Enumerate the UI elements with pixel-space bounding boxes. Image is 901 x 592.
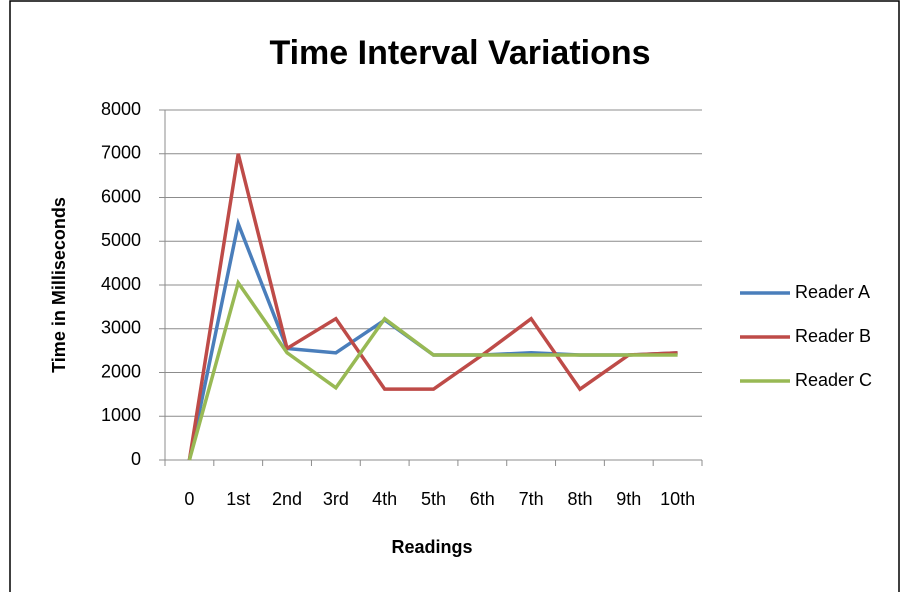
x-tick-label: 7th [519, 489, 544, 509]
x-axis-label: Readings [391, 537, 472, 557]
chart-title: Time Interval Variations [269, 34, 650, 72]
y-tick-label: 2000 [101, 361, 141, 381]
x-tick-label: 0 [184, 489, 194, 509]
y-tick-label: 6000 [101, 186, 141, 206]
series-line [187, 153, 678, 461]
x-tick-label: 2nd [272, 489, 302, 509]
x-tick-label: 4th [372, 489, 397, 509]
series-line [187, 278, 678, 461]
x-tick-label: 10th [660, 489, 695, 509]
y-tick-label: 7000 [101, 143, 141, 163]
chart-frame [9, 0, 900, 592]
legend-label: Reader A [795, 282, 870, 302]
legend-label: Reader B [795, 326, 871, 346]
y-tick-label: 0 [131, 449, 141, 469]
x-tick-label: 9th [616, 489, 641, 509]
legend-label: Reader C [795, 370, 872, 390]
y-tick-label: 1000 [101, 405, 141, 425]
x-tick-label: 1st [226, 489, 250, 509]
y-tick-label: 3000 [101, 318, 141, 338]
x-tick-label: 6th [470, 489, 495, 509]
y-tick-label: 4000 [101, 274, 141, 294]
y-tick-label: 5000 [101, 230, 141, 250]
y-axis-label: Time in Milliseconds [49, 197, 69, 373]
y-tick-label: 8000 [101, 99, 141, 119]
x-tick-label: 8th [567, 489, 592, 509]
x-tick-label: 5th [421, 489, 446, 509]
x-tick-label: 3rd [323, 489, 349, 509]
